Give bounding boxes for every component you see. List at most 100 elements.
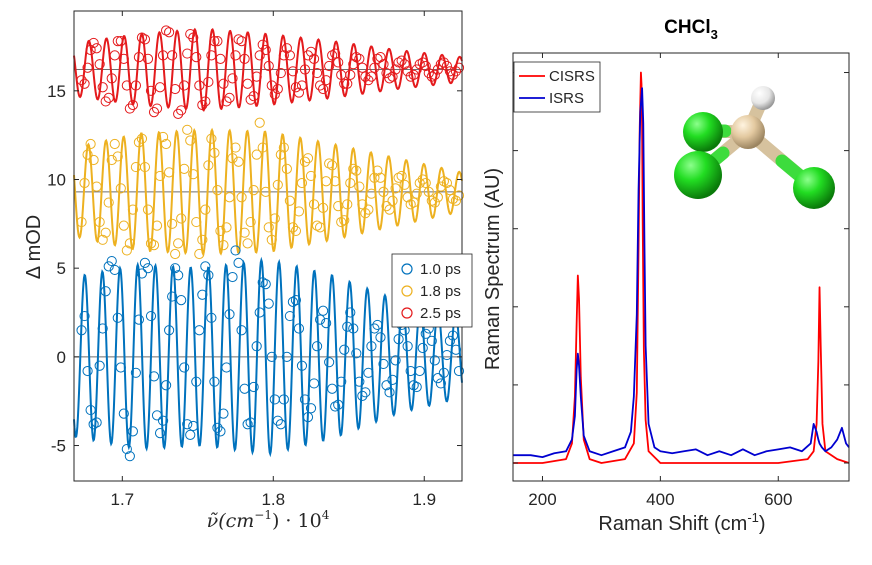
- data-point-2-5-ps: [302, 50, 314, 61]
- right-y-axis-label: Raman Spectrum (AU): [482, 168, 504, 370]
- data-point-1-0-ps: [230, 245, 241, 256]
- data-point-1-0-ps: [224, 309, 235, 320]
- data-point-1-0-ps: [130, 367, 141, 378]
- data-point-1-8-ps: [176, 213, 187, 224]
- data-point-2-5-ps: [321, 75, 332, 86]
- legend-marker-1-8-ps: [401, 285, 413, 297]
- data-point-1-0-ps: [127, 426, 138, 437]
- data-point-1-8-ps: [94, 216, 105, 228]
- data-point-1-8-ps: [405, 199, 416, 210]
- data-point-1-8-ps: [381, 200, 392, 212]
- data-point-1-8-ps: [426, 195, 437, 206]
- data-point-1-8-ps: [435, 181, 446, 192]
- data-markers: [76, 25, 465, 462]
- data-point-1-0-ps: [357, 390, 368, 401]
- data-point-1-8-ps: [85, 138, 96, 150]
- data-point-2-5-ps: [233, 34, 244, 45]
- left-panel: 1.7 1.8 1.9 -5 0 5 10 15 Δ mOD ν̃(cm−1) · 104 1…: [23, 10, 473, 532]
- data-point-1-8-ps: [441, 177, 453, 189]
- data-point-2-5-ps: [278, 50, 289, 61]
- data-point-2-5-ps: [269, 89, 280, 100]
- data-point-1-0-ps: [360, 387, 371, 398]
- legend-label-isrs: ISRS: [549, 90, 584, 107]
- data-point-1-8-ps: [127, 204, 138, 215]
- data-point-1-8-ps: [194, 248, 205, 260]
- data-point-2-5-ps: [420, 60, 431, 72]
- data-point-1-0-ps: [435, 378, 446, 389]
- data-point-1-8-ps: [372, 165, 383, 176]
- data-point-1-0-ps: [321, 318, 332, 329]
- data-point-1-0-ps: [148, 371, 160, 382]
- data-point-1-0-ps: [417, 342, 428, 354]
- data-point-1-0-ps: [167, 291, 178, 302]
- data-point-2-5-ps: [118, 53, 129, 64]
- data-point-2-5-ps: [450, 66, 462, 77]
- data-point-1-8-ps: [314, 222, 326, 233]
- data-point-2-5-ps: [97, 82, 108, 93]
- data-point-1-8-ps: [296, 177, 308, 189]
- data-point-1-0-ps: [351, 348, 362, 359]
- data-point-2-5-ps: [399, 59, 410, 70]
- data-point-2-5-ps: [145, 85, 157, 96]
- data-point-1-0-ps: [257, 277, 268, 288]
- chlorine-atom-right: [793, 167, 835, 209]
- data-point-1-0-ps: [91, 417, 102, 428]
- data-point-1-0-ps: [151, 410, 163, 421]
- data-point-1-8-ps: [257, 142, 268, 153]
- data-point-1-0-ps: [366, 341, 377, 352]
- data-point-2-5-ps: [396, 55, 407, 66]
- data-point-2-5-ps: [311, 67, 323, 79]
- data-point-2-5-ps: [369, 62, 380, 73]
- fit-curve-1-8-ps: [73, 127, 463, 257]
- data-point-1-0-ps: [275, 419, 286, 430]
- legend-label-1-8-ps: 1.8 ps: [420, 283, 461, 300]
- data-point-2-5-ps: [263, 60, 274, 72]
- chlorine-atom-left: [674, 151, 722, 199]
- data-point-1-8-ps: [221, 222, 232, 233]
- hydrogen-atom: [751, 86, 775, 110]
- data-point-1-8-ps: [145, 238, 157, 249]
- data-point-1-0-ps: [387, 374, 398, 386]
- x-tick-label: 1.7: [110, 490, 134, 509]
- data-point-1-8-ps: [239, 227, 250, 238]
- data-point-1-0-ps: [381, 380, 392, 391]
- data-point-1-8-ps: [269, 213, 280, 224]
- data-point-1-8-ps: [272, 179, 283, 190]
- data-point-1-8-ps: [251, 149, 262, 160]
- data-point-1-8-ps: [230, 142, 241, 153]
- data-point-1-0-ps: [263, 298, 274, 309]
- data-point-2-5-ps: [375, 52, 386, 63]
- data-point-1-0-ps: [154, 428, 166, 439]
- data-point-2-5-ps: [115, 36, 126, 47]
- data-point-1-0-ps: [170, 263, 181, 274]
- data-point-1-8-ps: [290, 225, 302, 237]
- data-point-2-5-ps: [85, 44, 96, 56]
- data-point-2-5-ps: [160, 25, 172, 36]
- data-point-1-0-ps: [348, 323, 359, 334]
- data-point-1-0-ps: [345, 307, 356, 318]
- data-point-1-8-ps: [308, 199, 320, 210]
- data-point-2-5-ps: [441, 60, 453, 72]
- data-point-1-0-ps: [290, 294, 302, 306]
- data-point-1-8-ps: [164, 167, 175, 178]
- data-point-1-0-ps: [266, 351, 277, 362]
- data-point-1-8-ps: [182, 124, 193, 135]
- data-point-1-8-ps: [263, 222, 274, 233]
- data-point-1-0-ps: [115, 362, 126, 373]
- data-point-1-8-ps: [215, 225, 226, 237]
- data-point-2-5-ps: [167, 50, 178, 61]
- data-point-1-0-ps: [450, 344, 462, 355]
- data-point-1-8-ps: [330, 176, 341, 187]
- data-point-1-8-ps: [136, 133, 148, 144]
- data-point-1-8-ps: [369, 172, 380, 183]
- data-point-1-0-ps: [218, 408, 229, 419]
- data-point-2-5-ps: [173, 108, 184, 119]
- data-point-1-0-ps: [176, 294, 187, 306]
- data-point-1-8-ps: [351, 165, 362, 176]
- data-point-1-0-ps: [103, 261, 114, 272]
- data-point-1-8-ps: [293, 206, 305, 217]
- data-point-2-5-ps: [372, 53, 383, 64]
- data-point-2-5-ps: [333, 57, 344, 68]
- data-point-1-8-ps: [411, 188, 422, 199]
- data-point-1-0-ps: [278, 394, 289, 405]
